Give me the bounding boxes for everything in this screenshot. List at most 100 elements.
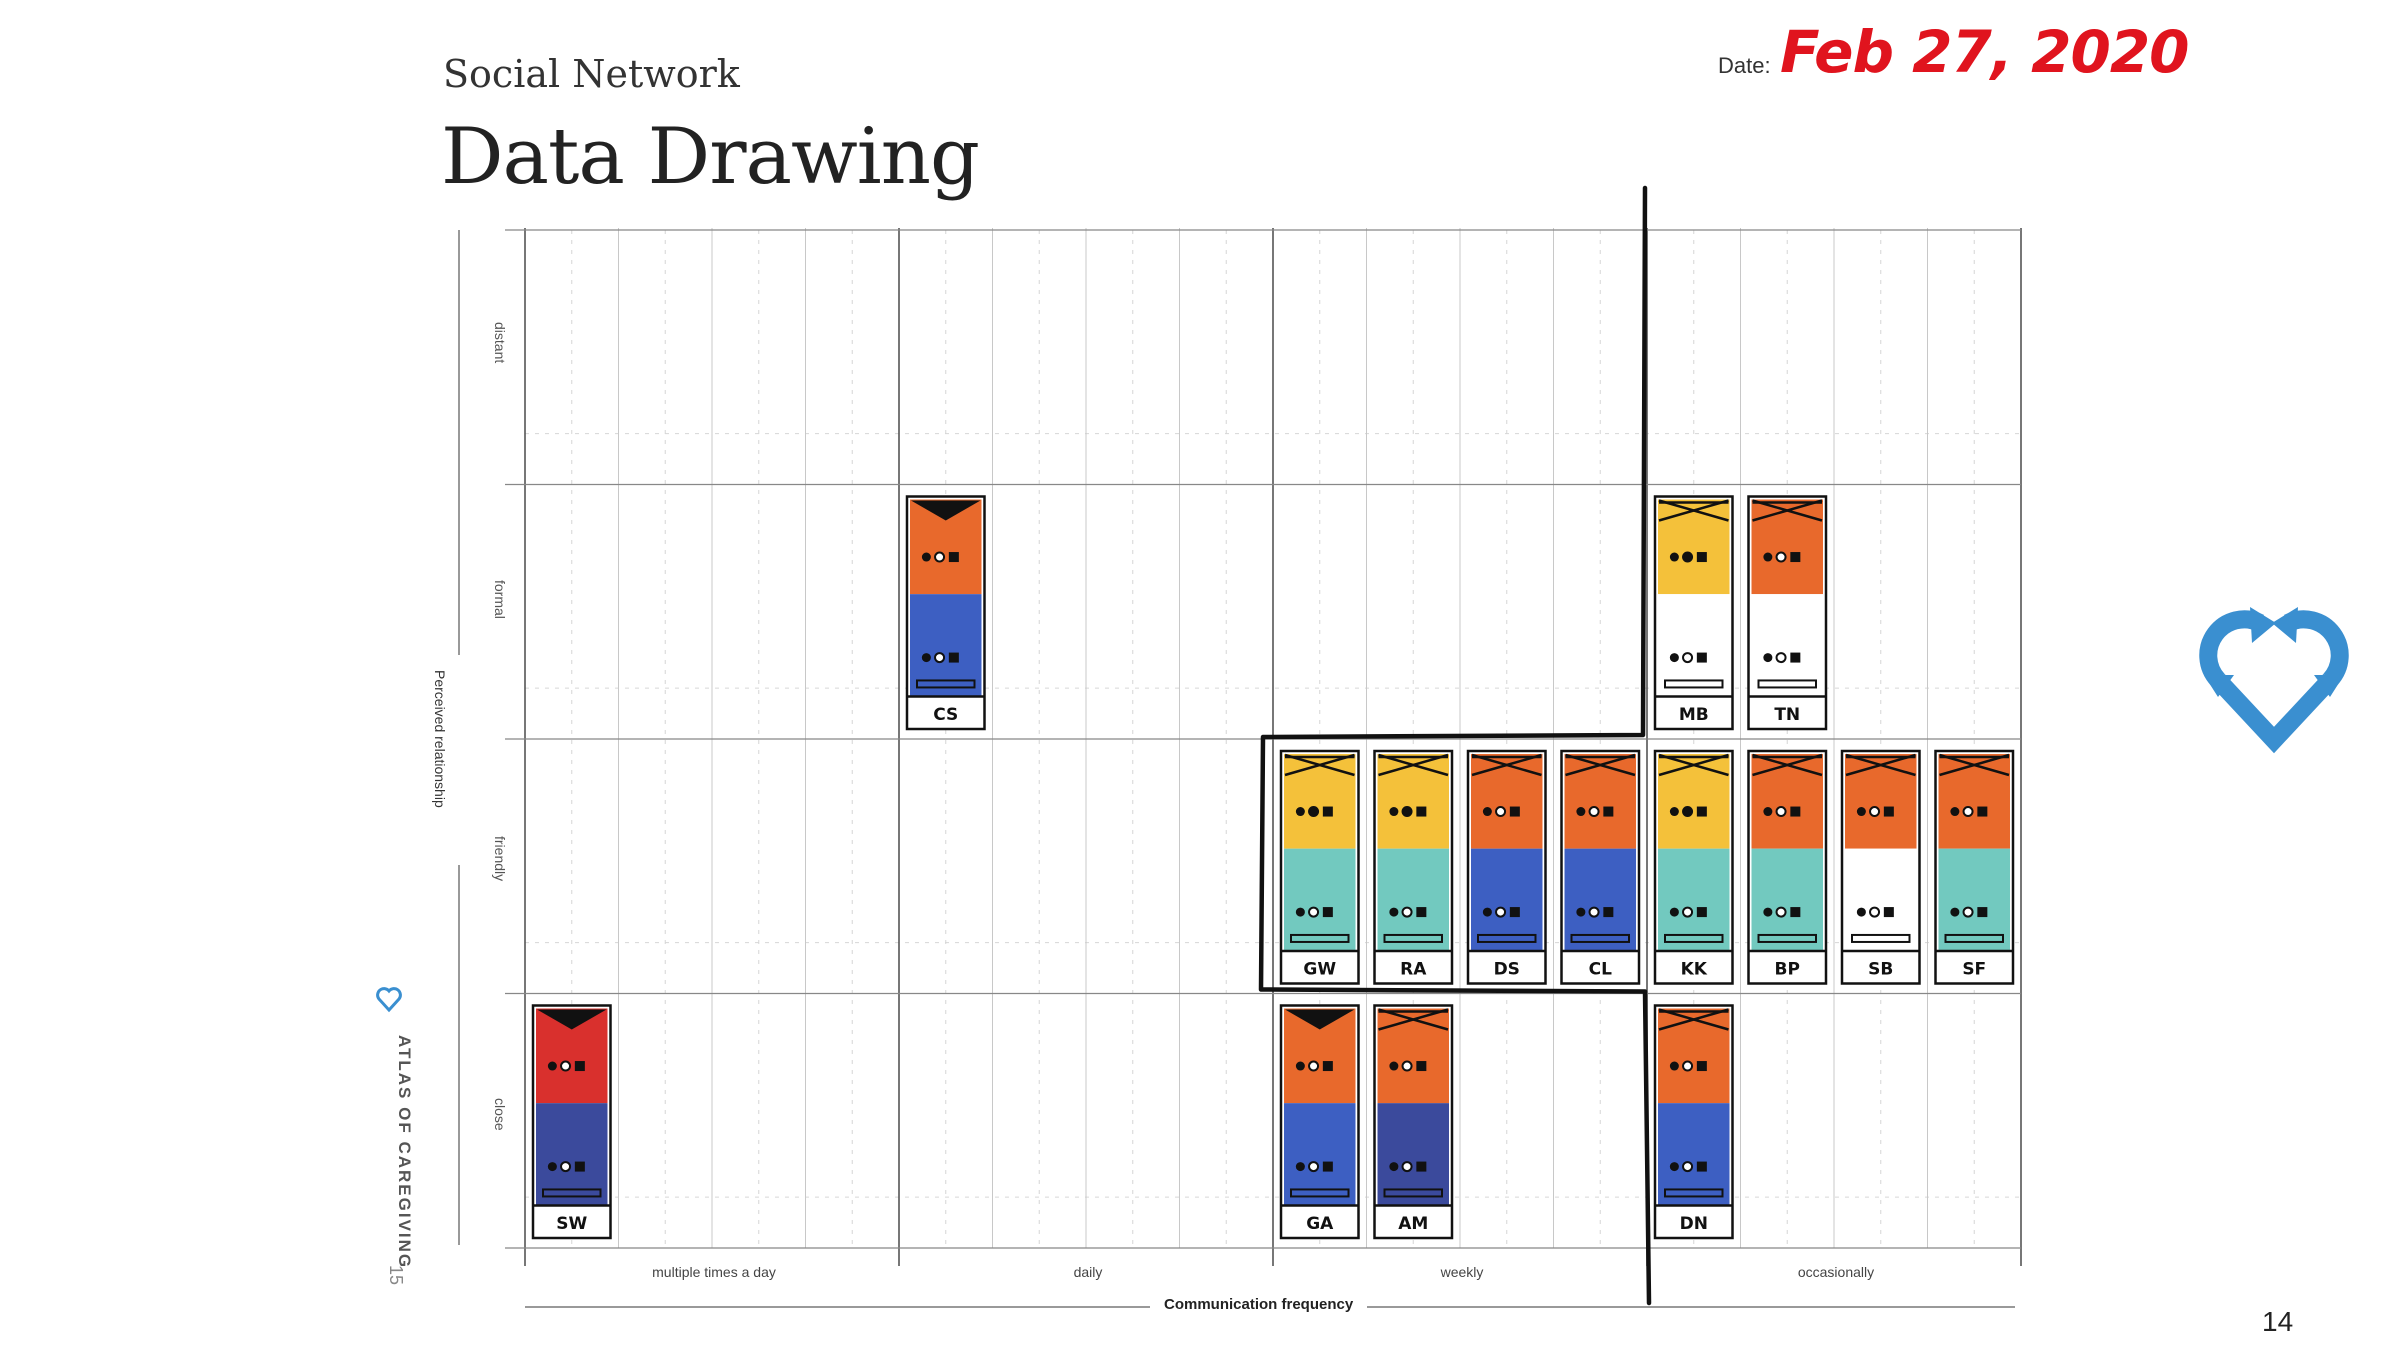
card-symbol xyxy=(1495,906,1507,918)
card-name-label: MB xyxy=(1679,705,1709,725)
card-bar xyxy=(1290,933,1350,943)
card-bottom-band xyxy=(536,1103,608,1206)
card-symbol xyxy=(1416,1061,1427,1072)
card-symbol xyxy=(1416,907,1427,918)
card-bar xyxy=(1757,679,1817,689)
card-x-mark xyxy=(1845,753,1916,777)
card-symbol xyxy=(1962,806,1974,818)
card-x-mark xyxy=(1939,753,2010,777)
card-bar xyxy=(916,679,976,689)
heart-logo-icon xyxy=(376,987,402,1013)
card-v-mark xyxy=(537,1009,607,1030)
person-card-tn: TN xyxy=(1747,495,1828,731)
card-symbol xyxy=(1322,1161,1333,1172)
card-symbol xyxy=(1790,806,1801,817)
page-number: 14 xyxy=(2262,1306,2294,1337)
card-symbol xyxy=(1401,1161,1413,1173)
card-symbol xyxy=(1482,807,1492,817)
card-symbol xyxy=(1682,906,1694,918)
card-symbol xyxy=(921,653,931,663)
person-card-bp: BP xyxy=(1747,749,1828,985)
card-bottom-band xyxy=(1751,848,1823,951)
card-symbol xyxy=(560,1161,572,1173)
card-name-label: CS xyxy=(933,705,958,725)
card-symbol xyxy=(1682,551,1694,563)
card-bottom-band xyxy=(1658,1103,1730,1206)
card-top-band xyxy=(1845,754,1917,849)
card-symbol xyxy=(1308,806,1320,818)
card-symbol xyxy=(1603,806,1614,817)
card-top-band xyxy=(1564,754,1636,849)
card-symbol xyxy=(934,652,946,664)
card-symbol xyxy=(1790,907,1801,918)
card-symbol xyxy=(1576,907,1586,917)
card-symbol xyxy=(1322,1061,1333,1072)
card-symbol xyxy=(574,1161,585,1172)
card-symbol xyxy=(1416,806,1427,817)
person-card-sb: SB xyxy=(1840,749,1921,985)
card-name-label: GA xyxy=(1306,1214,1334,1234)
card-symbol xyxy=(1775,906,1787,918)
col-label-occasionally: occasionally xyxy=(1797,1264,1875,1280)
card-name-label: CL xyxy=(1589,959,1612,979)
card-name-label: RA xyxy=(1400,959,1427,979)
heart-arrows-icon xyxy=(2199,607,2349,754)
slide-subtitle: Social Network xyxy=(443,52,740,96)
card-symbol xyxy=(1603,907,1614,918)
card-symbol xyxy=(1295,807,1305,817)
card-name-label: SW xyxy=(556,1214,587,1234)
card-x-mark xyxy=(1378,753,1449,777)
card-bottom-band xyxy=(910,594,982,697)
card-symbol xyxy=(1509,907,1520,918)
card-bar xyxy=(1383,1188,1443,1198)
card-bottom-band xyxy=(1938,848,2010,951)
card-name-label: KK xyxy=(1681,959,1708,979)
person-card-gw: GW xyxy=(1279,749,1360,985)
person-card-ra: RA xyxy=(1373,749,1454,985)
card-x-mark xyxy=(1658,499,1729,522)
card-symbol xyxy=(1775,551,1787,563)
person-card-sf: SF xyxy=(1934,749,2015,985)
card-name-label: AM xyxy=(1398,1214,1428,1234)
card-v-mark xyxy=(1285,1009,1355,1030)
card-x-mark xyxy=(1471,753,1542,777)
card-symbol xyxy=(1763,807,1773,817)
card-symbol xyxy=(1682,1060,1694,1072)
highlight-outline xyxy=(1258,185,1652,1306)
card-symbol xyxy=(1856,807,1866,817)
card-symbol xyxy=(1401,806,1413,818)
card-symbol xyxy=(1763,653,1773,663)
card-symbol xyxy=(1696,552,1707,563)
person-card-sw: SW xyxy=(531,1004,612,1240)
card-symbol xyxy=(1962,906,1974,918)
card-symbol xyxy=(948,552,959,563)
card-symbol xyxy=(1950,907,1960,917)
card-symbol xyxy=(1588,906,1600,918)
card-bar xyxy=(1757,933,1817,943)
x-axis-title: Communication frequency xyxy=(1150,1296,1368,1313)
card-bottom-band xyxy=(1564,848,1636,951)
card-symbol xyxy=(1696,652,1707,663)
card-symbol xyxy=(921,552,931,562)
card-symbol xyxy=(1696,1161,1707,1172)
card-symbol xyxy=(1669,907,1679,917)
card-bar xyxy=(1383,933,1443,943)
col-label-weekly: weekly xyxy=(1440,1264,1484,1280)
card-symbol xyxy=(1576,807,1586,817)
card-bottom-band xyxy=(1377,848,1449,951)
card-symbol xyxy=(1696,907,1707,918)
card-symbol xyxy=(1696,1061,1707,1072)
card-symbol xyxy=(547,1162,557,1172)
card-name-label: SF xyxy=(1962,959,1986,979)
card-top-band xyxy=(1284,754,1356,849)
card-symbol xyxy=(1295,1162,1305,1172)
card-bottom-band xyxy=(1284,1103,1356,1206)
card-bottom-band xyxy=(1658,594,1730,697)
card-symbol xyxy=(1856,907,1866,917)
card-bottom-band xyxy=(1845,848,1917,951)
card-symbol xyxy=(1401,1060,1413,1072)
card-symbol xyxy=(1669,552,1679,562)
col-label-multiple-times-a-day: multiple times a day xyxy=(652,1264,776,1280)
card-name-label: DS xyxy=(1494,959,1520,979)
card-symbol xyxy=(1682,652,1694,664)
